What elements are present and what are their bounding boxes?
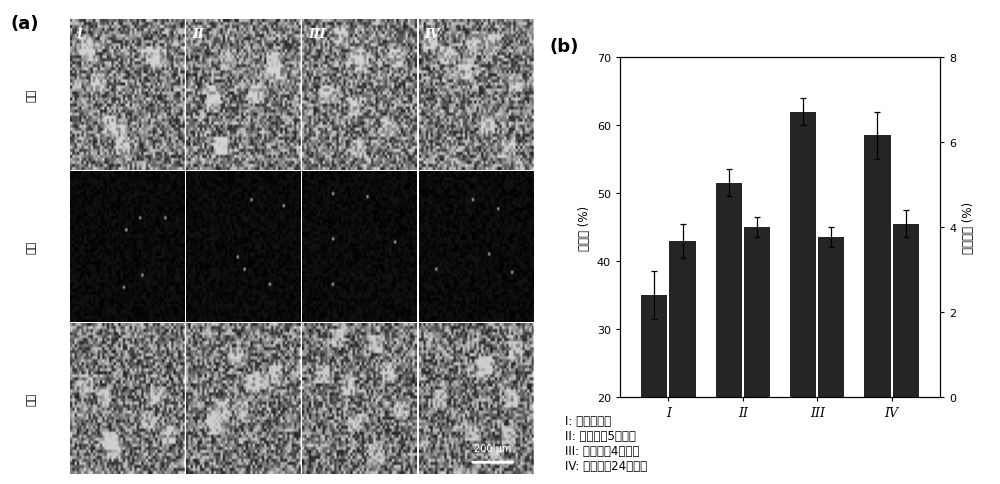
Text: II: 激光照射5分钟后: II: 激光照射5分钟后	[565, 429, 636, 442]
Text: (a): (a)	[11, 15, 39, 32]
Bar	[790, 112, 816, 484]
Text: IV: 激光照射24小时后: IV: 激光照射24小时后	[565, 459, 647, 472]
Text: (b): (b)	[550, 38, 579, 56]
Bar	[641, 295, 667, 484]
Text: II: II	[192, 28, 204, 41]
Text: I: I	[76, 28, 82, 41]
Text: I: 激光照射前: I: 激光照射前	[565, 414, 611, 427]
Bar	[669, 241, 696, 484]
Text: 叠加: 叠加	[27, 392, 37, 405]
Text: IV: IV	[424, 28, 440, 41]
Text: 200 μm: 200 μm	[474, 443, 511, 453]
Bar	[864, 136, 891, 484]
Text: 血管: 血管	[27, 240, 37, 254]
Y-axis label: 缺氧区 (%): 缺氧区 (%)	[578, 205, 591, 250]
Text: III: 激光照射4小时后: III: 激光照射4小时后	[565, 444, 639, 457]
Bar	[744, 227, 770, 484]
Bar	[818, 238, 844, 484]
Bar	[716, 183, 742, 484]
Y-axis label: 血管密度 (%): 血管密度 (%)	[962, 201, 975, 254]
Text: 缺氧: 缺氧	[27, 89, 37, 102]
Text: III: III	[308, 28, 326, 41]
Bar	[893, 224, 919, 484]
